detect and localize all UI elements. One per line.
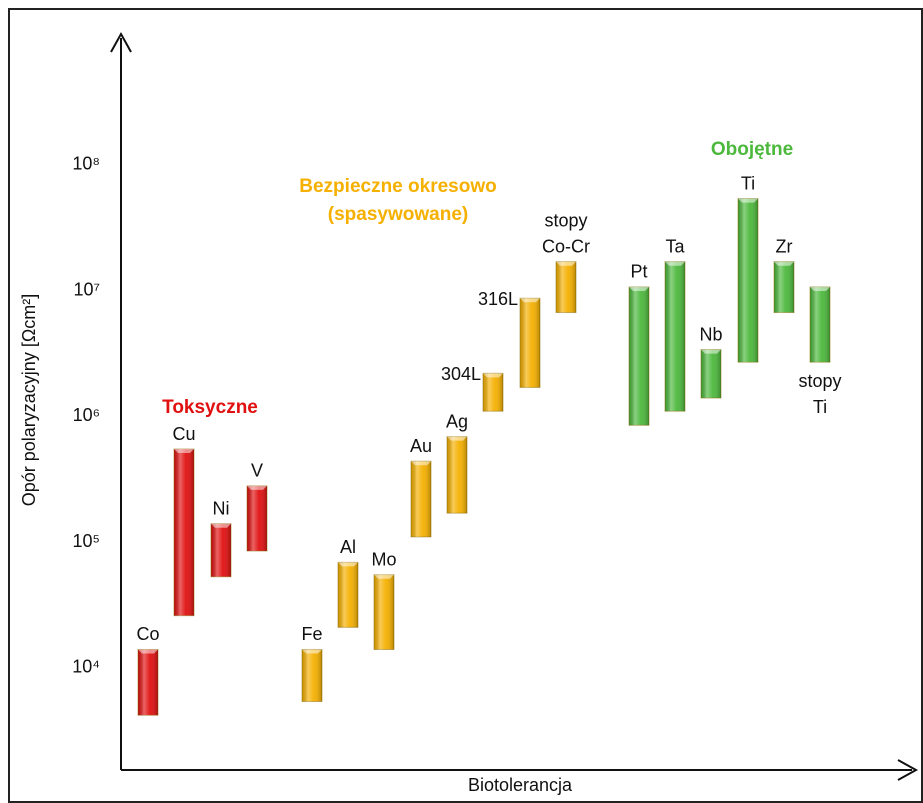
bar-shine — [738, 198, 758, 363]
bar-cap — [247, 485, 267, 490]
bar-label: Al — [340, 537, 356, 557]
bar-cap — [411, 461, 431, 466]
bar-cap — [738, 198, 758, 203]
bar-shine — [374, 574, 394, 650]
bar-shine — [302, 649, 322, 702]
bar-label: Zr — [776, 236, 793, 256]
bar-cap — [701, 349, 721, 354]
bar-cap — [302, 649, 322, 654]
bar-cap — [447, 436, 467, 441]
bar-label: Pt — [630, 262, 647, 282]
group-label: Bezpieczne okresowo — [299, 176, 496, 197]
bar-cap — [374, 574, 394, 579]
bar-shine — [247, 485, 267, 551]
y-tick-label: 10⁶ — [73, 405, 100, 425]
bar-cap — [556, 261, 576, 266]
bar-shine — [701, 349, 721, 399]
bar-shine — [810, 286, 830, 363]
bar-label: Au — [410, 436, 432, 456]
frame — [8, 8, 923, 803]
bar-cap — [520, 298, 540, 303]
x-arrow — [897, 759, 919, 781]
bar-shine — [774, 261, 794, 313]
bar-label: Ti — [741, 173, 755, 193]
y-tick-label: 10⁵ — [73, 531, 100, 551]
group-label: Toksyczne — [162, 397, 258, 418]
bar-label: Mo — [371, 550, 396, 570]
group-label: Obojętne — [711, 139, 793, 160]
y-tick-label: 10⁷ — [73, 279, 100, 299]
bar-shine — [483, 373, 503, 412]
bar-label: Nb — [699, 324, 722, 344]
bar-label: Ti — [813, 397, 827, 417]
bar-label: stopy — [544, 210, 587, 230]
bar-shine — [629, 286, 649, 426]
bar-shine — [174, 449, 194, 616]
x-axis-label: Biotolerancja — [468, 775, 573, 795]
y-arrow — [110, 31, 132, 53]
bar-label: Fe — [301, 624, 322, 644]
bar-label: Co-Cr — [542, 236, 590, 256]
bar-label: stopy — [798, 371, 841, 391]
bar-label: 304L — [441, 364, 481, 384]
bar-cap — [665, 261, 685, 266]
bar-cap — [774, 261, 794, 266]
bar-label: Co — [136, 624, 159, 644]
bar-label: V — [251, 461, 263, 481]
y-axis-label: Opór polaryzacyjny [Ωcm²] — [19, 294, 39, 507]
bar-shine — [520, 298, 540, 388]
bar-cap — [138, 649, 158, 654]
bar-shine — [338, 562, 358, 628]
bar-shine — [411, 461, 431, 537]
bar-shine — [447, 436, 467, 514]
bar-shine — [665, 261, 685, 412]
y-tick-label: 10⁸ — [72, 154, 100, 174]
bar-cap — [629, 286, 649, 291]
bar-shine — [138, 649, 158, 716]
y-tick-label: 10⁴ — [72, 657, 100, 677]
bar-shine — [211, 523, 231, 577]
bar-cap — [211, 523, 231, 528]
bar-label: Cu — [172, 424, 195, 444]
bar-cap — [483, 373, 503, 378]
bar-label: Ni — [213, 498, 230, 518]
bar-cap — [338, 562, 358, 567]
bar-cap — [810, 286, 830, 291]
bar-label: Ag — [446, 411, 468, 431]
bar-label: 316L — [478, 289, 518, 309]
bar-cap — [174, 449, 194, 454]
bar-label: Ta — [665, 236, 685, 256]
group-label: (spasywowane) — [328, 204, 468, 225]
bar-shine — [556, 261, 576, 313]
